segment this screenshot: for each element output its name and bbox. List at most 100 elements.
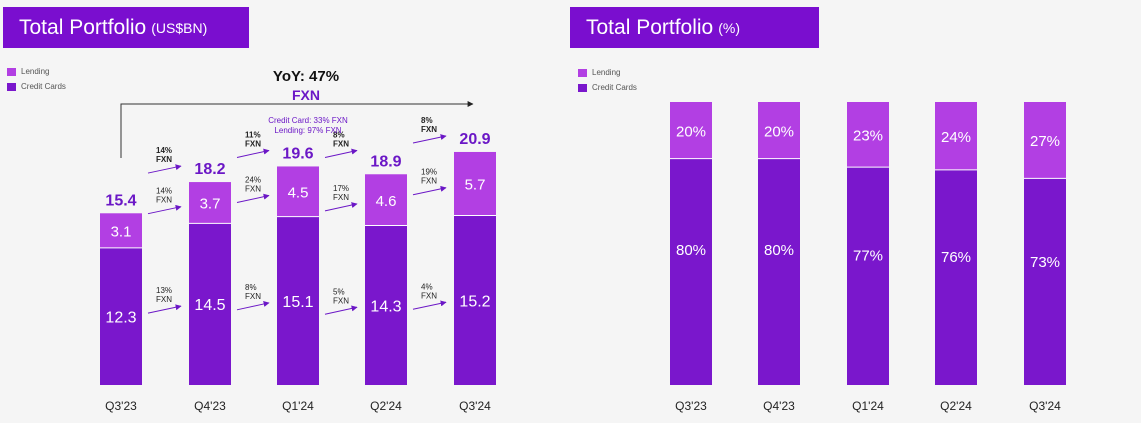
- growth-lending-arrow-q3: [324, 202, 358, 212]
- legend-item-credit-cards: Credit Cards: [578, 80, 637, 95]
- label-credit-cards-q3-23: 12.3: [105, 309, 136, 326]
- growth-lending-arrow-q1: [147, 204, 182, 215]
- portfolio-pct-title-unit: (%): [718, 19, 741, 36]
- tick-label-q3-23: Q3'23: [105, 399, 137, 413]
- pct-tick-label-q1-24: Q1'24: [852, 399, 884, 413]
- growth-lending-pct-q3: 17%: [333, 184, 349, 193]
- legend-label-credit-cards: Credit Cards: [21, 82, 66, 91]
- pct-bar-lending-q3-24: [1024, 102, 1066, 179]
- growth-credit-cards-pct-q3: 5%: [333, 287, 345, 296]
- growth-total-unit-q2: FXN: [245, 139, 261, 148]
- pct-tick-label-q4-23: Q4'23: [763, 399, 795, 413]
- pct-label-credit-cards-q3-23: 80%: [676, 242, 706, 259]
- yoy-label: YoY: 47%: [273, 68, 339, 85]
- growth-credit-cards-pct-q2: 8%: [245, 283, 257, 292]
- yoy-fxn-label: FXN: [292, 87, 320, 103]
- label-lending-q2-24: 4.6: [376, 193, 397, 210]
- yoy-note-credit-card: Credit Card: 33% FXN: [268, 116, 348, 125]
- growth-credit-cards-pct-q1: 13%: [156, 286, 172, 295]
- label-lending-q1-24: 4.5: [288, 185, 309, 202]
- growth-lending-unit-q2: FXN: [245, 185, 261, 194]
- pct-label-lending-q4-23: 20%: [764, 123, 794, 140]
- bar-lending-q3-23: [100, 213, 142, 248]
- label-lending-q3-23: 3.1: [111, 224, 132, 241]
- pct-bar-lending-q2-24: [935, 102, 977, 170]
- legend-item-credit-cards: Credit Cards: [7, 79, 66, 94]
- pct-label-credit-cards-q2-24: 76%: [941, 249, 971, 266]
- legend-swatch-lending: [578, 68, 587, 77]
- growth-total-arrow-q4: [412, 134, 447, 144]
- label-total-q3-24: 20.9: [459, 131, 490, 148]
- growth-total-pct-q4: 8%: [421, 116, 433, 125]
- label-total-q4-23: 18.2: [194, 161, 225, 178]
- bar-credit-cards-q1-24: [277, 216, 319, 385]
- pct-bar-credit-cards-q3-24: [1024, 178, 1066, 385]
- growth-total-arrow-q1: [147, 164, 182, 174]
- legend-label-lending: Lending: [592, 68, 621, 77]
- growth-total-pct-q2: 11%: [245, 130, 261, 139]
- pct-label-credit-cards-q1-24: 77%: [853, 247, 883, 264]
- tick-label-q2-24: Q2'24: [370, 399, 402, 413]
- growth-total-unit-q1: FXN: [156, 155, 172, 164]
- growth-lending-pct-q2: 24%: [245, 176, 261, 185]
- growth-lending-unit-q4: FXN: [421, 177, 437, 186]
- pct-label-lending-q2-24: 24%: [941, 129, 971, 146]
- bar-lending-q2-24: [365, 174, 407, 226]
- portfolio-usd-legend: Lending Credit Cards: [7, 64, 66, 94]
- portfolio-usd-title: Total Portfolio (US$BN): [3, 7, 249, 48]
- pct-label-credit-cards-q3-24: 73%: [1030, 254, 1060, 271]
- growth-credit-cards-arrow-q1: [147, 304, 182, 314]
- bar-lending-q1-24: [277, 166, 319, 217]
- portfolio-usd-chart: 12.3 3.1 15.4 Q3'23 14.5 3.7 18.2 Q4'23 15.1 4.5 1…: [100, 68, 496, 413]
- portfolio-pct-chart: 20% 80% Q3'23 20% 80% Q4'23 23% 77% Q1'24 24% 76% Q…: [670, 102, 1066, 413]
- pct-label-credit-cards-q4-23: 80%: [764, 242, 794, 259]
- pct-bar-lending-q4-23: [758, 102, 800, 159]
- growth-lending-unit-q3: FXN: [333, 193, 349, 202]
- pct-label-lending-q3-24: 27%: [1030, 133, 1060, 150]
- pct-bar-lending-q1-24: [847, 102, 889, 168]
- growth-credit-cards-arrow-q3: [324, 305, 358, 315]
- growth-credit-cards-unit-q4: FXN: [421, 291, 437, 300]
- yoy-note-lending: Lending: 97% FXN: [274, 126, 341, 135]
- legend-label-credit-cards: Credit Cards: [592, 83, 637, 92]
- portfolio-pct-panel: Total Portfolio (%) Lending Credit Cards…: [570, 0, 1141, 423]
- growth-credit-cards-unit-q1: FXN: [156, 295, 172, 304]
- growth-credit-cards-unit-q3: FXN: [333, 296, 349, 305]
- portfolio-pct-title: Total Portfolio (%): [570, 7, 819, 48]
- growth-lending-unit-q1: FXN: [156, 196, 172, 205]
- legend-swatch-lending: [7, 67, 16, 76]
- growth-total-unit-q4: FXN: [421, 125, 437, 134]
- bar-credit-cards-q2-24: [365, 225, 407, 385]
- label-total-q3-23: 15.4: [105, 192, 136, 209]
- growth-lending-arrow-q2: [236, 193, 270, 204]
- legend-label-lending: Lending: [21, 67, 50, 76]
- portfolio-pct-title-text: Total Portfolio: [586, 15, 714, 39]
- portfolio-usd-title-text: Total Portfolio: [19, 15, 147, 39]
- pct-bar-credit-cards-q4-23: [758, 158, 800, 385]
- portfolio-pct-legend: Lending Credit Cards: [578, 65, 637, 95]
- label-total-q1-24: 19.6: [282, 145, 313, 162]
- yoy-bracket-arrow: [120, 101, 474, 158]
- portfolio-usd-title-unit: (US$BN): [151, 19, 208, 36]
- label-credit-cards-q3-24: 15.2: [459, 293, 490, 310]
- label-credit-cards-q1-24: 15.1: [282, 294, 313, 311]
- legend-item-lending: Lending: [578, 65, 637, 80]
- tick-label-q4-23: Q4'23: [194, 399, 226, 413]
- growth-credit-cards-pct-q4: 4%: [421, 282, 433, 291]
- label-total-q2-24: 18.9: [370, 153, 401, 170]
- pct-bar-credit-cards-q1-24: [847, 167, 889, 385]
- pct-bar-credit-cards-q2-24: [935, 169, 977, 385]
- pct-bar-credit-cards-q3-23: [670, 158, 712, 385]
- pct-tick-label-q3-24: Q3'24: [1029, 399, 1061, 413]
- bar-credit-cards-q4-23: [189, 223, 231, 385]
- growth-total-pct-q3: 8%: [333, 130, 345, 139]
- bar-lending-q4-23: [189, 182, 231, 224]
- portfolio-usd-panel: Total Portfolio (US$BN) Lending Credit C…: [0, 0, 560, 423]
- pct-label-lending-q3-23: 20%: [676, 123, 706, 140]
- tick-label-q3-24: Q3'24: [459, 399, 491, 413]
- growth-total-arrow-q2: [236, 148, 270, 158]
- pct-tick-label-q2-24: Q2'24: [940, 399, 972, 413]
- bar-credit-cards-q3-23: [100, 247, 142, 385]
- legend-swatch-credit-cards: [7, 82, 16, 91]
- growth-credit-cards-arrow-q4: [412, 300, 447, 310]
